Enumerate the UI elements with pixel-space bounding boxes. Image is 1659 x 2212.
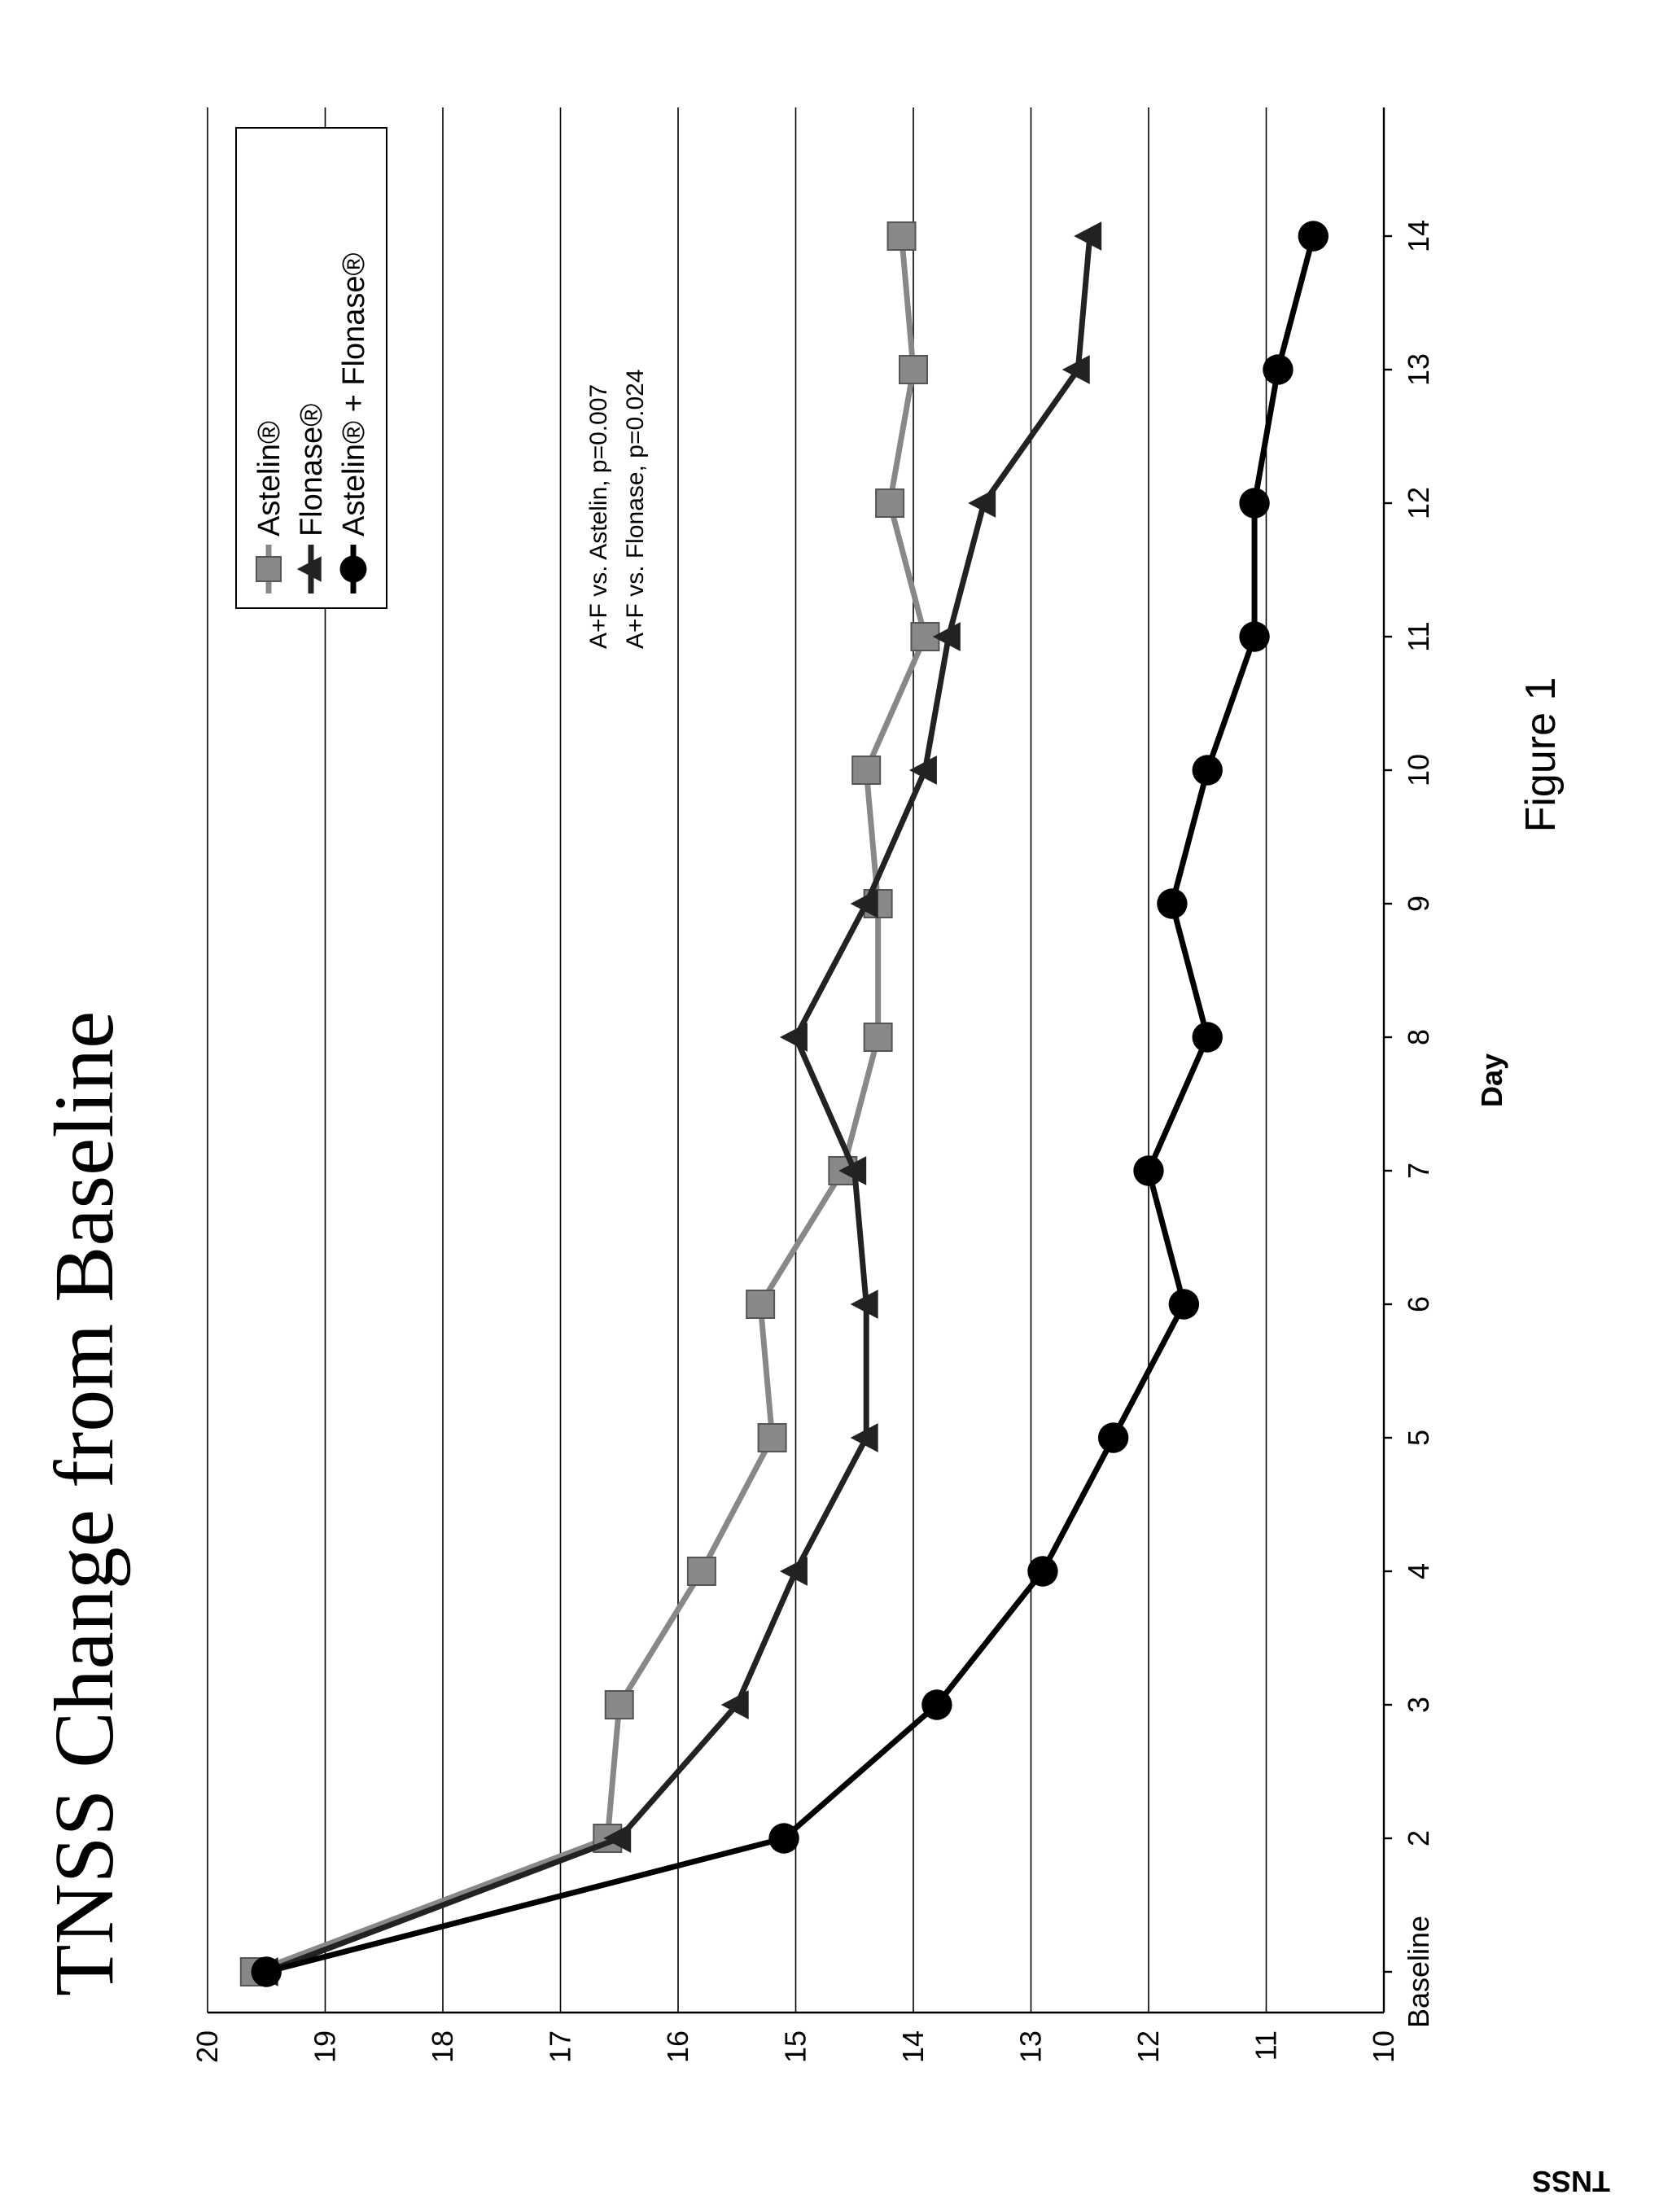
- data-point: [1298, 221, 1329, 251]
- annotation-flonase-pvalue: A+F vs. Flonase, p=0.024: [622, 369, 649, 649]
- y-tick-label: 10: [1367, 2030, 1400, 2063]
- data-point: [252, 1956, 282, 1986]
- data-point: [746, 1290, 774, 1318]
- data-point: [1157, 888, 1187, 918]
- data-point: [1193, 1022, 1223, 1052]
- data-point: [768, 1823, 799, 1853]
- y-tick-label: 14: [896, 2030, 930, 2063]
- legend: Astelin®Flonase®Astelin® + Flonase®: [236, 128, 387, 608]
- y-axis-title: TNSS: [1532, 2165, 1610, 2198]
- series-3: [252, 221, 1329, 1986]
- data-point: [1133, 1155, 1163, 1185]
- data-point: [1193, 755, 1223, 785]
- data-point: [1239, 488, 1269, 518]
- data-point: [780, 1023, 808, 1052]
- data-point: [1263, 354, 1293, 384]
- data-point: [876, 489, 904, 517]
- x-tick-label: 5: [1402, 1430, 1435, 1446]
- data-point: [688, 1557, 716, 1585]
- y-tick-label: 11: [1250, 2030, 1283, 2061]
- data-point: [1098, 1422, 1128, 1452]
- x-tick-label: 10: [1402, 754, 1435, 786]
- figure-label: Figure 1: [1517, 677, 1565, 833]
- x-tick-label: 2: [1402, 1830, 1435, 1846]
- x-tick-label: 6: [1402, 1296, 1435, 1312]
- x-tick-label: 7: [1402, 1163, 1435, 1179]
- x-tick-label: 3: [1402, 1697, 1435, 1713]
- y-tick-label: 16: [661, 2030, 694, 2063]
- data-point: [865, 1023, 892, 1051]
- x-tick-label: 9: [1402, 896, 1435, 912]
- annotation-astelin-pvalue: A+F vs. Astelin, p=0.007: [585, 384, 612, 649]
- data-point: [1027, 1556, 1057, 1586]
- rotated-chart-group: 2019181716151413121110Baseline2345678910…: [37, 107, 1610, 2198]
- chart-title: TNSS Change from Baseline: [37, 1011, 131, 1996]
- y-tick-label: 13: [1014, 2030, 1048, 2063]
- series-lines: [241, 221, 1329, 1986]
- data-point: [852, 756, 880, 784]
- x-tick-label: 8: [1402, 1029, 1435, 1045]
- data-point: [1169, 1289, 1199, 1319]
- series-line: [266, 236, 1313, 1972]
- data-point: [921, 1689, 952, 1719]
- legend-swatch-marker: [340, 556, 367, 583]
- data-point: [1239, 621, 1269, 651]
- y-tick-label: 19: [309, 2030, 342, 2063]
- data-point: [606, 1691, 633, 1719]
- y-tick-label: 15: [779, 2030, 812, 2063]
- x-tick-label: 14: [1402, 220, 1435, 252]
- x-tick-label: 12: [1402, 487, 1435, 519]
- x-tick-label: 11: [1402, 621, 1435, 651]
- data-point: [759, 1424, 786, 1452]
- y-tick-label: 18: [426, 2030, 459, 2063]
- legend-label: Astelin® + Flonase®: [337, 252, 371, 537]
- data-point: [888, 222, 916, 250]
- x-axis-title: Day: [1475, 1053, 1508, 1107]
- y-tick-label: 12: [1132, 2030, 1165, 2063]
- x-tick-label: 13: [1402, 353, 1435, 386]
- legend-label: Flonase®: [295, 404, 329, 537]
- x-tick-label: Baseline: [1402, 1916, 1435, 2028]
- legend-swatch-marker: [256, 557, 281, 581]
- x-tick-label: 4: [1402, 1563, 1435, 1579]
- legend-label: Astelin®: [252, 421, 287, 537]
- y-tick-label: 17: [544, 2030, 577, 2063]
- data-point: [900, 356, 927, 383]
- y-tick-label: 20: [190, 2030, 224, 2063]
- data-point: [1062, 355, 1090, 384]
